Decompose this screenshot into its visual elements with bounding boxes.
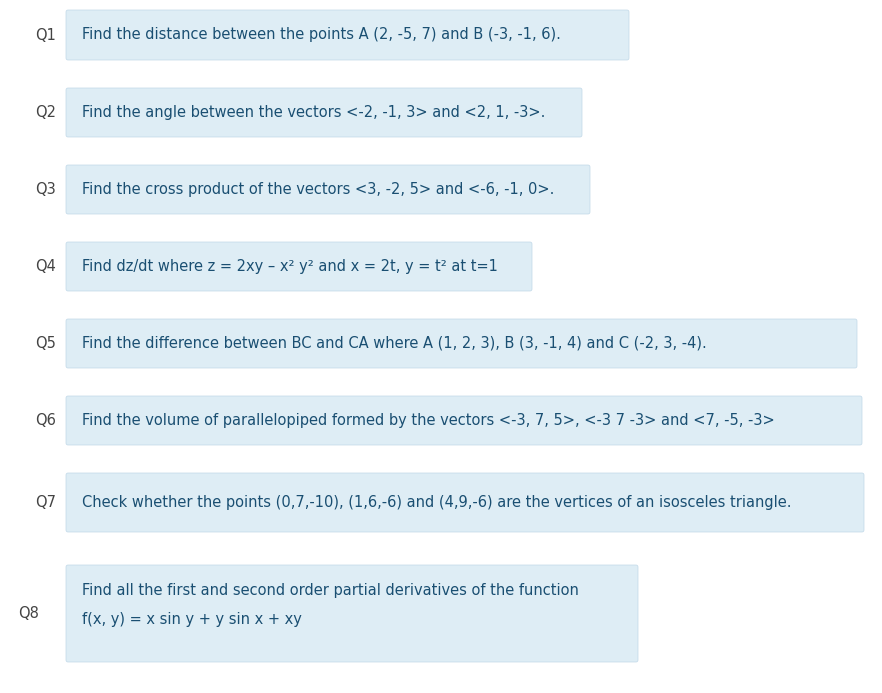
Text: Find the difference between BC and CA where A (1, 2, 3), B (3, -1, 4) and C (-2,: Find the difference between BC and CA wh… bbox=[82, 336, 706, 351]
Text: Q4: Q4 bbox=[35, 259, 56, 274]
Text: Q5: Q5 bbox=[35, 336, 56, 351]
Text: Find the distance between the points A (2, -5, 7) and B (-3, -1, 6).: Find the distance between the points A (… bbox=[82, 28, 561, 42]
FancyBboxPatch shape bbox=[66, 396, 862, 445]
Text: Find the angle between the vectors <-2, -1, 3> and <2, 1, -3>.: Find the angle between the vectors <-2, … bbox=[82, 105, 545, 120]
FancyBboxPatch shape bbox=[66, 473, 864, 532]
Text: Q8: Q8 bbox=[18, 606, 39, 621]
FancyBboxPatch shape bbox=[66, 565, 638, 662]
Text: Find the cross product of the vectors <3, -2, 5> and <-6, -1, 0>.: Find the cross product of the vectors <3… bbox=[82, 182, 555, 197]
Text: Check whether the points (0,7,-10), (1,6,-6) and (4,9,-6) are the vertices of an: Check whether the points (0,7,-10), (1,6… bbox=[82, 495, 791, 510]
FancyBboxPatch shape bbox=[66, 319, 857, 368]
Text: Find dz/dt where z = 2xy – x² y² and x = 2t, y = t² at t=1: Find dz/dt where z = 2xy – x² y² and x =… bbox=[82, 259, 497, 274]
FancyBboxPatch shape bbox=[66, 242, 532, 291]
FancyBboxPatch shape bbox=[66, 10, 629, 60]
Text: Q7: Q7 bbox=[35, 495, 56, 510]
Text: Q2: Q2 bbox=[35, 105, 56, 120]
FancyBboxPatch shape bbox=[66, 165, 590, 214]
Text: Q6: Q6 bbox=[35, 413, 56, 428]
Text: Find all the first and second order partial derivatives of the function
f(x, y) : Find all the first and second order part… bbox=[82, 583, 579, 627]
FancyBboxPatch shape bbox=[66, 88, 582, 137]
Text: Q3: Q3 bbox=[35, 182, 56, 197]
Text: Q1: Q1 bbox=[35, 28, 56, 42]
Text: Find the volume of parallelopiped formed by the vectors <-3, 7, 5>, <-3 7 -3> an: Find the volume of parallelopiped formed… bbox=[82, 413, 774, 428]
